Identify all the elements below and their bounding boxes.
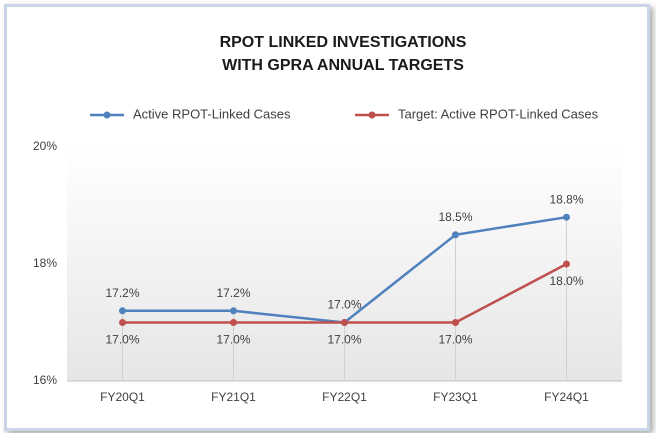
point (341, 319, 348, 326)
data-label: 17.0% (105, 333, 139, 347)
data-label: 17.0% (438, 333, 472, 347)
x-tick-label: FY22Q1 (322, 390, 367, 404)
legend-label: Active RPOT-Linked Cases (133, 106, 291, 121)
chart-title: RPOT LINKED INVESTIGATIONS (220, 34, 467, 51)
data-label: 18.8% (549, 192, 583, 206)
data-label: 18.5% (438, 210, 472, 224)
data-label: 17.2% (105, 286, 139, 300)
legend-marker (103, 111, 111, 119)
x-tick-label: FY23Q1 (433, 390, 478, 404)
x-tick-label: FY20Q1 (100, 390, 145, 404)
data-label: 17.0% (216, 333, 250, 347)
point (230, 307, 237, 315)
x-tick-label: FY24Q1 (544, 390, 589, 404)
legend-marker (368, 111, 376, 119)
y-tick-label: 16% (33, 373, 57, 387)
y-tick-label: 18% (33, 256, 57, 270)
x-tick-label: FY21Q1 (211, 390, 256, 404)
legend-label: Target: Active RPOT-Linked Cases (398, 106, 599, 121)
point (119, 319, 126, 326)
data-label: 18.0% (549, 274, 583, 288)
chart-title: WITH GPRA ANNUAL TARGETS (222, 57, 464, 74)
point (563, 213, 570, 221)
point (452, 231, 459, 239)
data-label: 17.2% (216, 286, 250, 300)
point (230, 319, 237, 326)
point (563, 260, 570, 268)
point (119, 307, 126, 315)
data-label: 17.0% (327, 333, 361, 347)
point (452, 319, 459, 326)
y-tick-label: 20% (33, 139, 57, 153)
data-label: 17.0% (327, 298, 361, 312)
